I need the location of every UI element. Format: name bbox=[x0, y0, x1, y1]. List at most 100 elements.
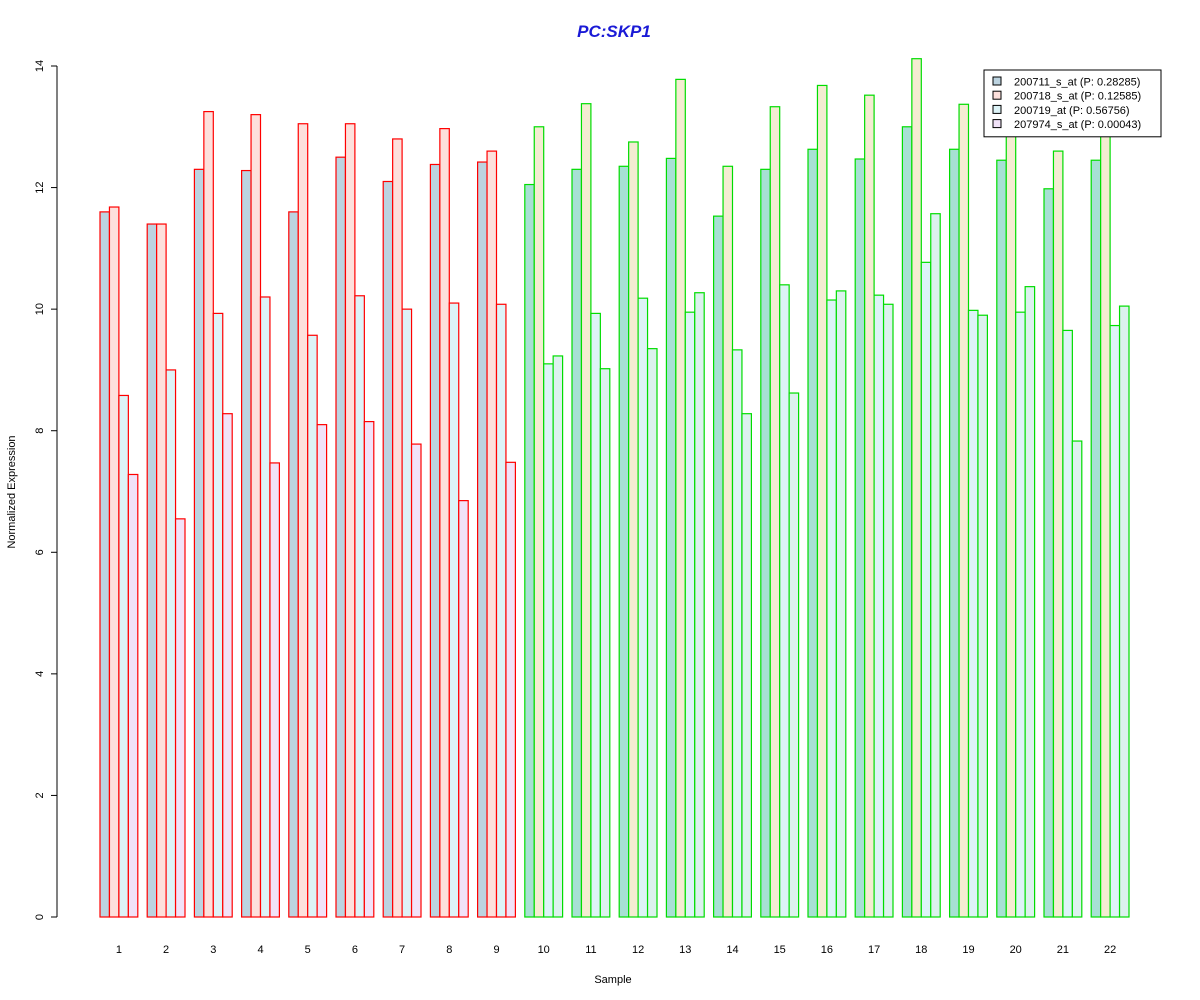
y-tick-label: 4 bbox=[34, 671, 46, 677]
x-tick-label: 4 bbox=[257, 944, 263, 956]
bar bbox=[495, 303, 507, 918]
bar bbox=[1024, 286, 1036, 918]
x-tick-label: 15 bbox=[774, 944, 786, 956]
x-tick-label: 1 bbox=[116, 944, 122, 956]
bar bbox=[854, 158, 866, 918]
bar bbox=[203, 110, 214, 918]
bar bbox=[458, 500, 469, 918]
bar bbox=[637, 297, 649, 918]
bar bbox=[1100, 132, 1111, 918]
bar bbox=[146, 223, 158, 918]
bar bbox=[760, 168, 771, 918]
bar bbox=[948, 148, 960, 918]
legend-entry-label: 200711_s_at (P: 0.28285) bbox=[1014, 77, 1140, 89]
y-axis-label: Normalized Expression bbox=[6, 435, 18, 548]
bar bbox=[297, 123, 309, 918]
x-tick-label: 10 bbox=[538, 944, 550, 956]
bar bbox=[363, 420, 375, 918]
bars-group bbox=[99, 58, 1130, 918]
bar bbox=[901, 126, 913, 918]
bar bbox=[392, 138, 403, 918]
legend-swatch bbox=[992, 119, 1002, 129]
bar bbox=[1118, 305, 1130, 918]
bar bbox=[646, 348, 658, 918]
bar bbox=[269, 462, 281, 918]
y-tick-label: 10 bbox=[34, 303, 46, 315]
bar bbox=[580, 103, 592, 918]
bar bbox=[288, 211, 299, 918]
bar bbox=[977, 314, 989, 918]
bar bbox=[712, 215, 724, 918]
bar bbox=[543, 363, 554, 918]
x-tick-label: 8 bbox=[446, 944, 452, 956]
bar bbox=[193, 168, 205, 918]
legend: 200711_s_at (P: 0.28285) 200718_s_at (P: … bbox=[983, 69, 1162, 138]
bar bbox=[250, 114, 262, 918]
bar bbox=[665, 157, 677, 918]
bar bbox=[1109, 324, 1121, 918]
x-tick-label: 17 bbox=[868, 944, 880, 956]
legend-swatch bbox=[992, 76, 1002, 86]
x-tick-label: 19 bbox=[962, 944, 974, 956]
bar bbox=[99, 211, 111, 918]
bar bbox=[354, 295, 365, 918]
bar bbox=[524, 183, 535, 918]
bar bbox=[816, 84, 828, 918]
bar bbox=[769, 106, 781, 918]
y-tick-label: 12 bbox=[34, 181, 46, 193]
bar bbox=[108, 206, 120, 918]
bar bbox=[1005, 132, 1017, 918]
bar bbox=[212, 312, 224, 918]
bar bbox=[410, 443, 422, 918]
bar bbox=[628, 141, 639, 918]
y-tick-label: 6 bbox=[34, 549, 46, 555]
bar bbox=[382, 180, 394, 918]
bar bbox=[505, 461, 517, 918]
bar bbox=[911, 58, 922, 918]
bar bbox=[439, 128, 450, 918]
bar bbox=[684, 311, 696, 918]
bar bbox=[741, 413, 753, 918]
x-tick-label: 14 bbox=[726, 944, 738, 956]
bar bbox=[118, 394, 129, 918]
legend-swatch bbox=[992, 104, 1002, 114]
bar bbox=[599, 368, 611, 918]
bar bbox=[127, 473, 139, 918]
legend-entry-label: 207974_s_at (P: 0.00043) bbox=[1014, 119, 1141, 131]
x-tick-label: 18 bbox=[915, 944, 927, 956]
y-axis: 0 2 4 6 8 10 12 14 bbox=[34, 60, 58, 920]
bar bbox=[165, 369, 177, 918]
bar bbox=[316, 424, 328, 918]
bar bbox=[835, 290, 847, 918]
bar bbox=[429, 163, 441, 918]
bar bbox=[486, 150, 498, 918]
legend-entry-label: 200718_s_at (P: 0.12585) bbox=[1014, 91, 1141, 103]
x-tick-label: 2 bbox=[163, 944, 169, 956]
bar bbox=[1071, 440, 1083, 918]
bar bbox=[241, 169, 252, 918]
bar bbox=[882, 303, 894, 918]
bar bbox=[1015, 311, 1026, 918]
y-tick-label: 8 bbox=[34, 428, 46, 434]
bar bbox=[571, 168, 583, 918]
x-axis-label: Sample bbox=[594, 974, 631, 986]
bar bbox=[477, 161, 488, 918]
x-tick-label: 5 bbox=[305, 944, 311, 956]
x-tick-label: 6 bbox=[352, 944, 358, 956]
bar bbox=[552, 355, 564, 918]
bar bbox=[996, 159, 1007, 918]
bar bbox=[958, 103, 970, 918]
x-tick-label: 21 bbox=[1057, 944, 1069, 956]
bar bbox=[920, 261, 932, 918]
bar bbox=[174, 518, 186, 918]
bar bbox=[448, 302, 460, 918]
bar bbox=[335, 156, 347, 918]
bar bbox=[779, 284, 790, 918]
bar bbox=[930, 213, 941, 918]
x-tick-label: 3 bbox=[210, 944, 216, 956]
x-tick-label: 11 bbox=[585, 944, 596, 956]
y-tick-label: 2 bbox=[34, 792, 46, 798]
bar bbox=[788, 392, 800, 918]
bar bbox=[259, 296, 271, 918]
